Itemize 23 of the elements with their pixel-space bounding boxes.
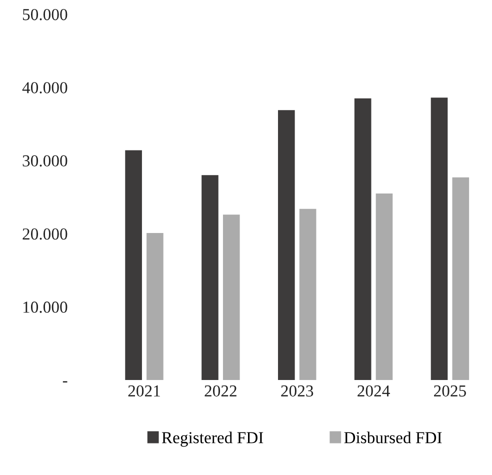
x-tick-label: 2021 xyxy=(128,385,160,397)
bar xyxy=(299,208,316,380)
y-tick-label: 30.000 xyxy=(22,155,68,167)
bar xyxy=(202,175,218,380)
y-tick-label: 40.000 xyxy=(22,82,68,94)
x-tick-label: 2023 xyxy=(281,385,314,397)
y-tick-label: - xyxy=(62,381,68,382)
bar xyxy=(354,98,372,380)
x-tick-label: 2024 xyxy=(358,385,390,397)
x-tick-label: 2022 xyxy=(204,385,236,397)
bar xyxy=(278,110,295,380)
x-tick-label: 2025 xyxy=(434,385,466,397)
bar xyxy=(452,177,470,380)
bar xyxy=(146,232,164,380)
y-tick-label: 20.000 xyxy=(22,228,68,240)
y-tick-label: 10.000 xyxy=(23,302,68,313)
legend-label: Disbursed FDI xyxy=(344,432,442,444)
bar xyxy=(430,98,448,380)
bar xyxy=(222,214,240,380)
bar xyxy=(376,193,393,380)
bar xyxy=(125,150,142,380)
y-tick-label: 50.000 xyxy=(22,8,68,20)
legend-label: Registered FDI xyxy=(162,432,264,447)
